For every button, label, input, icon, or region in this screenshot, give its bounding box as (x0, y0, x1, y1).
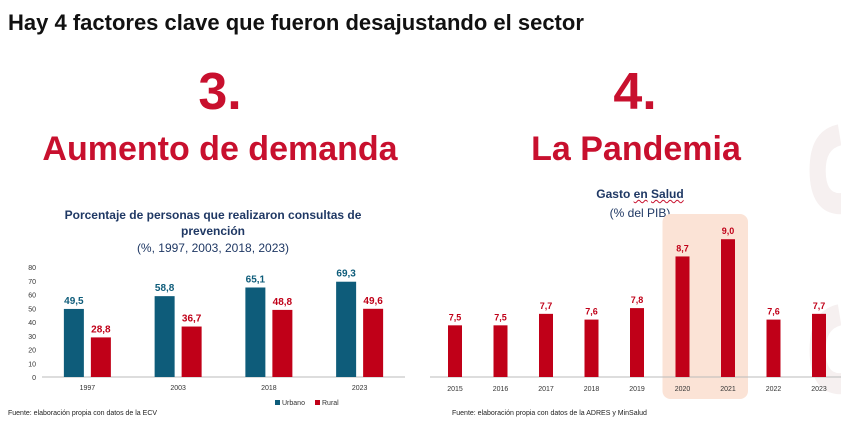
data-label: 58,8 (155, 283, 175, 294)
x-tick-label: 2023 (352, 385, 368, 392)
bar-gasto (584, 319, 599, 377)
data-label: 7,5 (449, 312, 462, 322)
data-label: 49,6 (363, 296, 383, 307)
legend-label: Rural (322, 400, 339, 407)
x-tick-label: 2018 (261, 385, 277, 392)
bar-rural (363, 308, 384, 377)
data-label: 69,3 (336, 269, 356, 280)
right-bar-chart: 7,5 2015 7,5 2016 7,7 2017 7,6 2018 7,8 2019 8,7 20… (430, 214, 841, 399)
data-label: 7,6 (585, 307, 598, 317)
legend-swatch-urbano (275, 400, 280, 405)
data-label: 7,8 (631, 295, 644, 305)
x-tick-label: 2017 (538, 386, 554, 393)
left-section-heading: Aumento de demanda (42, 130, 398, 168)
data-label: 7,5 (494, 312, 507, 322)
y-tick-label: 60 (28, 293, 36, 300)
x-tick-label: 1997 (80, 385, 96, 392)
data-label: 65,1 (246, 274, 266, 285)
bar-urbano (63, 308, 84, 377)
brand-watermark: S S (779, 120, 841, 400)
x-tick-label: 2021 (720, 386, 736, 393)
left-chart-title: Porcentaje de personas que realizaron co… (64, 208, 362, 238)
legend-label: Urbano (282, 400, 305, 407)
x-tick-label: 2015 (447, 386, 463, 393)
data-label: 7,6 (767, 307, 780, 317)
left-section-number: 3. (198, 63, 242, 121)
y-tick-label: 80 (28, 265, 36, 272)
y-tick-label: 40 (28, 320, 36, 327)
data-label: 36,7 (182, 314, 202, 325)
x-tick-label: 2016 (493, 386, 509, 393)
data-label: 9,0 (722, 226, 735, 236)
y-tick-label: 70 (28, 279, 36, 286)
x-tick-label: 2019 (629, 386, 645, 393)
x-tick-label: 2023 (811, 386, 827, 393)
data-label: 49,5 (64, 296, 84, 307)
bar-urbano (336, 281, 357, 377)
bar-urbano (154, 296, 175, 377)
x-tick-label: 2020 (675, 386, 691, 393)
legend-swatch-rural (315, 400, 320, 405)
bar-gasto (675, 256, 690, 377)
bar-gasto (630, 308, 644, 377)
right-chart-title: Gasto en Salud (540, 186, 740, 202)
svg-text:S: S (779, 300, 841, 400)
bar-gasto (812, 313, 826, 377)
right-section-heading: La Pandemia (531, 130, 741, 168)
right-section-number: 4. (613, 63, 657, 121)
right-chart-title-part: Salud (651, 187, 684, 201)
data-label: 48,8 (273, 297, 293, 308)
right-chart-title-part: Gasto (596, 187, 631, 201)
right-source-note: Fuente: elaboración propia con datos de … (452, 410, 647, 417)
y-tick-label: 30 (28, 334, 36, 341)
bar-rural (272, 309, 293, 377)
data-label: 28,8 (91, 324, 111, 335)
bar-gasto (766, 319, 781, 377)
y-tick-label: 10 (28, 361, 36, 368)
y-tick-label: 20 (28, 348, 36, 355)
data-label: 7,7 (540, 301, 553, 311)
svg-text:S: S (779, 120, 841, 220)
left-bar-chart: 0 10 20 30 40 50 60 70 80 49,5 28,8 1997 58,8 36,7 200… (28, 265, 405, 407)
bar-urbano (245, 287, 266, 377)
y-tick-label: 50 (28, 306, 36, 313)
data-label: 7,7 (813, 301, 826, 311)
bar-gasto (721, 239, 735, 377)
highlight-box (662, 214, 748, 399)
slide-title: Hay 4 factores clave que fueron desajust… (8, 10, 584, 35)
y-tick-label: 0 (32, 375, 36, 382)
left-chart-subtitle: (%, 1997, 2003, 2018, 2023) (136, 241, 290, 255)
data-label: 8,7 (676, 243, 689, 253)
x-tick-label: 2003 (170, 385, 186, 392)
left-source-note: Fuente: elaboración propia con datos de … (8, 410, 158, 417)
bar-gasto (539, 313, 553, 377)
bar-rural (90, 337, 111, 377)
right-chart-subtitle: (% del PIB) (609, 206, 671, 220)
x-tick-label: 2018 (584, 386, 600, 393)
bar-gasto (493, 325, 508, 377)
bar-gasto (448, 325, 462, 377)
right-chart-title-part: en (633, 187, 648, 201)
bar-rural (181, 326, 202, 377)
x-tick-label: 2022 (766, 386, 782, 393)
